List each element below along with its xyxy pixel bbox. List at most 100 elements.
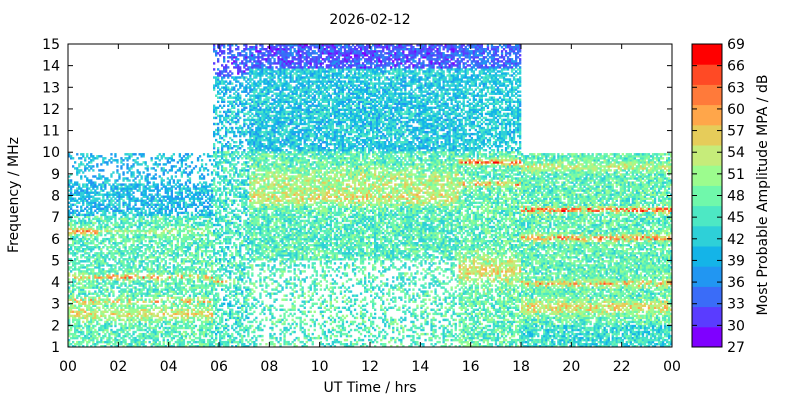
heatmap-cell [139,242,141,244]
heatmap-cell [82,222,84,224]
heatmap-cell [203,321,205,323]
heatmap-cell [195,293,197,295]
heatmap-cell [179,333,181,335]
heatmap-cell [145,200,147,202]
heatmap-cell [149,185,151,187]
heatmap-cell [96,163,98,165]
heatmap-cell [74,311,76,313]
heatmap-cell [215,333,217,335]
heatmap-cell [120,250,122,252]
heatmap-cell [134,181,136,183]
heatmap-cell [213,339,215,341]
heatmap-cell [221,341,223,343]
heatmap-cell [149,305,151,307]
heatmap-cell [191,323,193,325]
heatmap-cell [132,242,134,244]
heatmap-cell [155,194,157,196]
heatmap-cell [90,226,92,228]
heatmap-cell [130,288,132,290]
heatmap-cell [217,91,219,93]
heatmap-cell [191,171,193,173]
heatmap-cell [201,196,203,198]
heatmap-cell [229,297,231,299]
heatmap-cell [78,266,80,268]
heatmap-cell [225,84,227,86]
heatmap-cell [104,224,106,226]
heatmap-cell [189,307,191,309]
heatmap-cell [80,260,82,262]
heatmap-cell [76,181,78,183]
heatmap-cell [139,208,141,210]
heatmap-cell [217,293,219,295]
heatmap-cell [187,173,189,175]
heatmap-cell [229,169,231,171]
heatmap-cell [139,246,141,248]
heatmap-cell [185,333,187,335]
heatmap-cell [108,333,110,335]
heatmap-cell [231,222,233,224]
heatmap-cell [74,189,76,191]
heatmap-cell [163,250,165,252]
heatmap-cell [173,288,175,290]
heatmap-cell [189,171,191,173]
heatmap-cell [84,183,86,185]
heatmap-cell [78,202,80,204]
heatmap-cell [231,82,233,84]
heatmap-cell [221,143,223,145]
heatmap-cell [141,327,143,329]
heatmap-cell [157,163,159,165]
heatmap-cell [143,200,145,202]
heatmap-cell [229,70,231,72]
heatmap-cell [189,187,191,189]
heatmap-cell [82,214,84,216]
heatmap-cell [175,208,177,210]
heatmap-cell [227,192,229,194]
heatmap-cell [134,274,136,276]
heatmap-cell [169,258,171,260]
heatmap-cell [88,169,90,171]
heatmap-cell [104,282,106,284]
heatmap-cell [207,290,209,292]
heatmap-cell [203,333,205,335]
heatmap-cell [114,256,116,258]
heatmap-cell [193,272,195,274]
heatmap-cell [110,208,112,210]
heatmap-cell [78,234,80,236]
heatmap-cell [227,187,229,189]
heatmap-cell [108,192,110,194]
heatmap-cell [189,341,191,343]
heatmap-cell [195,165,197,167]
heatmap-cell [137,244,139,246]
heatmap-cell [177,313,179,315]
heatmap-cell [72,228,74,230]
heatmap-cell [227,131,229,133]
heatmap-cell [126,293,128,295]
heatmap-cell [134,264,136,266]
heatmap-cell [137,268,139,270]
heatmap-cell [219,181,221,183]
heatmap-cell [94,236,96,238]
heatmap-cell [72,242,74,244]
heatmap-cell [112,171,114,173]
heatmap-cell [78,323,80,325]
heatmap-cell [161,202,163,204]
heatmap-cell [165,323,167,325]
heatmap-cell [84,222,86,224]
heatmap-cell [86,341,88,343]
heatmap-cell [76,307,78,309]
heatmap-cell [137,313,139,315]
heatmap-cell [173,317,175,319]
heatmap-cell [169,236,171,238]
heatmap-cell [169,210,171,212]
heatmap-cell [92,246,94,248]
heatmap-cell [126,286,128,288]
heatmap-cell [118,218,120,220]
heatmap-cell [201,232,203,234]
heatmap-cell [126,303,128,305]
heatmap-cell [94,284,96,286]
heatmap-cell [223,311,225,313]
heatmap-cell [199,198,201,200]
heatmap-cell [94,192,96,194]
heatmap-cell [199,155,201,157]
heatmap-cell [118,313,120,315]
